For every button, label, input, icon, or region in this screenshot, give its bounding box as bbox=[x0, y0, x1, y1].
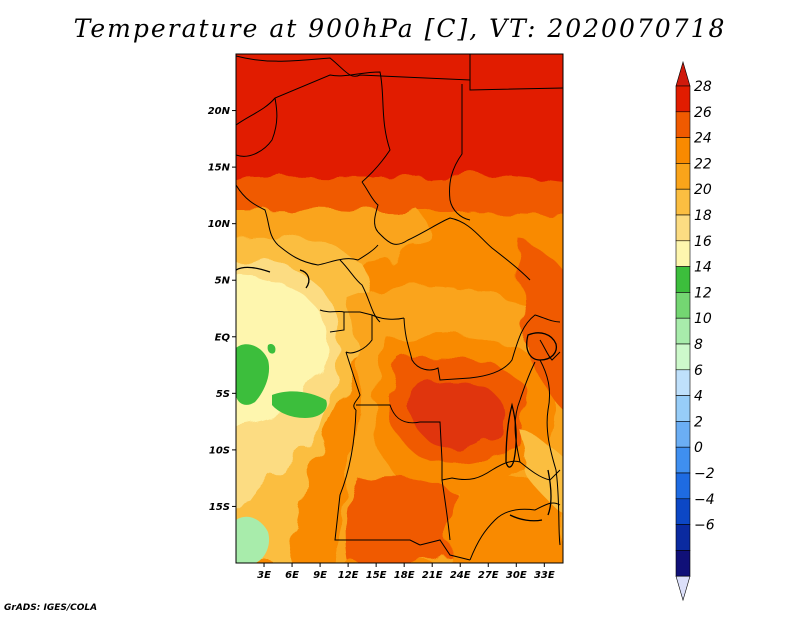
colorbar-level-label: 12 bbox=[694, 285, 712, 301]
colorbar-swatch bbox=[675, 421, 691, 448]
colorbar-swatch bbox=[675, 498, 691, 525]
plot-title: Temperature at 900hPa [C], VT: 202007071… bbox=[73, 14, 727, 43]
lat-tick-label: 10S bbox=[209, 445, 230, 456]
colorbar-swatch bbox=[675, 292, 691, 319]
lon-tick-label: 21E bbox=[422, 570, 443, 581]
lon-tick-label: 30E bbox=[506, 570, 527, 581]
coast-detail bbox=[236, 266, 271, 273]
country-borders bbox=[236, 54, 563, 561]
lon-tick-label: 12E bbox=[338, 570, 359, 581]
colorbar-swatch bbox=[675, 395, 691, 422]
colorbar-level-label: 6 bbox=[694, 363, 703, 379]
lake-kariba bbox=[509, 514, 543, 522]
colorbar-swatch bbox=[675, 472, 691, 500]
colorbar-level-label: 22 bbox=[694, 156, 712, 172]
lat-tick-label: 5N bbox=[215, 276, 231, 287]
colorbar-level-label: 24 bbox=[694, 131, 712, 147]
colorbar-swatch bbox=[675, 524, 691, 551]
map-frame bbox=[235, 53, 564, 564]
lat-tick-label: 20N bbox=[208, 106, 231, 117]
contour-14-patch-1 bbox=[236, 344, 270, 405]
lon-tick-label: 15E bbox=[366, 570, 387, 581]
latitude-axis: 20N 15N 10N 5N EQ 5S 10S 15S bbox=[208, 106, 236, 513]
contour-28-central bbox=[410, 380, 504, 449]
lake-tanganyika bbox=[505, 402, 517, 468]
lake-victoria bbox=[526, 332, 558, 361]
colorbar-swatch bbox=[675, 446, 691, 474]
colorbar-swatch bbox=[675, 317, 691, 345]
lon-tick-label: 9E bbox=[313, 570, 327, 581]
colorbar-level-label: 20 bbox=[694, 182, 712, 198]
lon-tick-label: 18E bbox=[394, 570, 415, 581]
lat-tick-label: 10N bbox=[208, 219, 231, 230]
colorbar-level-label: 4 bbox=[694, 389, 703, 405]
credit-label: GrADS: IGES/COLA bbox=[4, 603, 98, 613]
lon-tick-label: 6E bbox=[285, 570, 299, 581]
colorbar-level-label: 26 bbox=[694, 105, 712, 121]
lat-tick-label: EQ bbox=[215, 332, 231, 343]
lon-tick-label: 33E bbox=[534, 570, 555, 581]
temperature-field bbox=[236, 54, 563, 563]
colorbar-level-label: 2 bbox=[694, 414, 703, 430]
lakes bbox=[236, 266, 558, 522]
contour-28 bbox=[236, 54, 563, 188]
longitude-axis: 3E 6E 9E 12E 15E 18E 21E 24E 27E 30E 33E bbox=[257, 563, 555, 581]
colorbar-swatch bbox=[675, 240, 691, 267]
lon-tick-label: 3E bbox=[257, 570, 271, 581]
colorbar-level-label: 14 bbox=[694, 260, 712, 276]
colorbar-swatch bbox=[675, 137, 691, 164]
colorbar-swatch bbox=[675, 550, 691, 577]
colorbar-level-label: 0 bbox=[694, 440, 703, 456]
lake-volta bbox=[299, 269, 310, 289]
contour-20-southeast bbox=[520, 430, 563, 513]
colorbar-level-label: −4 bbox=[694, 492, 715, 508]
lon-tick-label: 27E bbox=[478, 570, 499, 581]
colorbar-swatch bbox=[675, 188, 691, 216]
colorbar-level-label: 16 bbox=[694, 234, 712, 250]
colorbar-swatch bbox=[675, 163, 691, 190]
colorbar-level-label: −2 bbox=[694, 466, 715, 482]
contour-26-east bbox=[518, 240, 563, 410]
contour-24-south bbox=[448, 476, 560, 563]
lake-malawi bbox=[547, 469, 552, 516]
colorbar-swatch bbox=[675, 111, 691, 138]
lon-tick-label: 24E bbox=[450, 570, 471, 581]
colorbar-swatch bbox=[675, 343, 691, 371]
colorbar-level-label: 18 bbox=[694, 208, 712, 224]
colorbar-swatch bbox=[675, 214, 691, 242]
colorbar-swatch bbox=[675, 369, 691, 396]
colorbar-level-label: −6 bbox=[694, 518, 715, 534]
colorbar-top-arrow bbox=[675, 60, 691, 87]
colorbar-swatch bbox=[675, 85, 691, 113]
contour-12-southwest bbox=[236, 516, 270, 563]
contour-26-north bbox=[236, 174, 563, 216]
lat-tick-label: 15N bbox=[208, 163, 231, 174]
colorbar-bottom-arrow bbox=[675, 575, 691, 602]
colorbar-level-label: 8 bbox=[694, 337, 703, 353]
contour-14-dot bbox=[267, 343, 276, 354]
lat-tick-label: 15S bbox=[209, 502, 230, 513]
colorbar-swatch bbox=[675, 266, 691, 293]
colorbar-level-label: 28 bbox=[694, 79, 712, 95]
lat-tick-label: 5S bbox=[216, 389, 230, 400]
colorbar-level-label: 10 bbox=[694, 311, 712, 327]
contour-14-patch-2 bbox=[272, 391, 327, 418]
